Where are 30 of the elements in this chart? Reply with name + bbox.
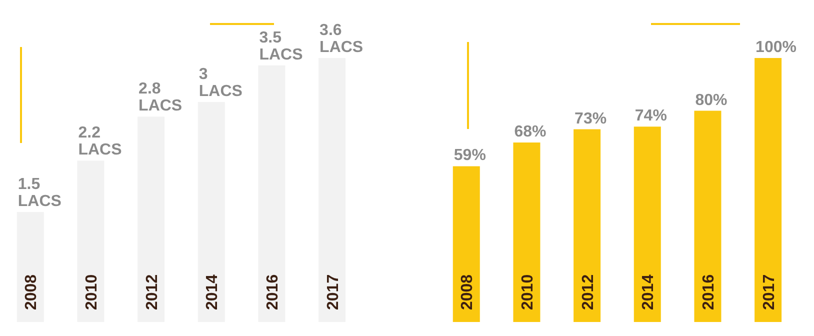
x-tick-label: 2016 [264, 274, 282, 310]
bar [452, 166, 480, 322]
bar [634, 126, 661, 322]
bar [694, 110, 722, 322]
data-label: 3.5 LACS [259, 29, 304, 64]
data-label: 74% [634, 108, 667, 125]
bar [754, 58, 782, 322]
x-tick-label: 2008 [459, 274, 476, 310]
data-label: 100% [756, 39, 796, 56]
x-tick-label: 2010 [84, 274, 100, 310]
bar [513, 142, 540, 322]
x-tick-label: 2014 [640, 274, 658, 310]
x-tick-label: 2017 [324, 274, 342, 310]
data-label: 3.6 LACS [320, 22, 364, 56]
data-label: 59% [454, 147, 486, 164]
data-label: 80% [695, 92, 728, 109]
x-tick-label: 2010 [520, 274, 536, 310]
data-label: 73% [574, 110, 607, 128]
data-label: 3 LACS [198, 66, 243, 100]
x-tick-label: 2014 [204, 274, 222, 310]
data-label: 1.5 LACS [18, 176, 62, 210]
x-tick-label: 2012 [144, 274, 161, 310]
x-tick-label: 2008 [23, 274, 40, 310]
data-label: 2.2 LACS [78, 124, 122, 159]
data-label: 2.8 LACS [138, 80, 182, 115]
data-label: 68% [514, 123, 546, 140]
x-tick-label: 2012 [580, 274, 597, 310]
bar [574, 129, 601, 322]
x-tick-label: 2016 [700, 274, 718, 310]
x-tick-label: 2017 [760, 274, 778, 310]
